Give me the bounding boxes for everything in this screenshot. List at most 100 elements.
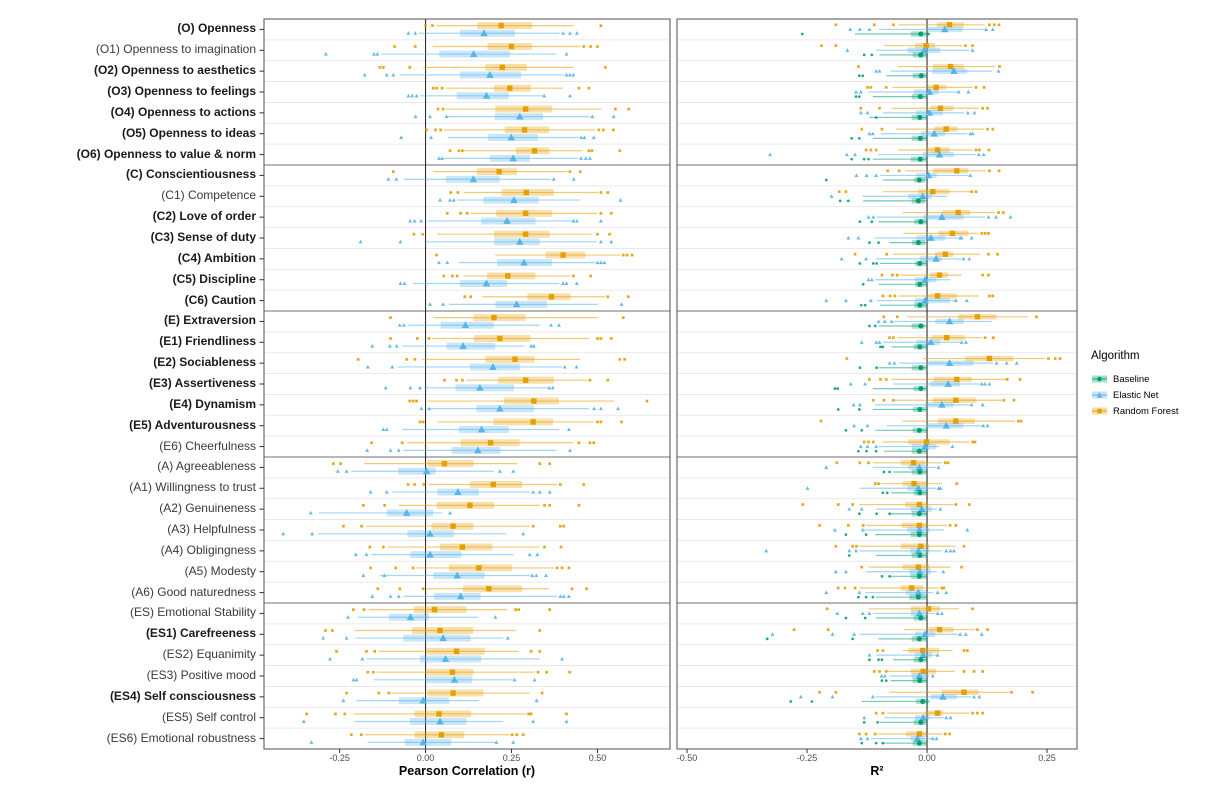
r2-random_forest-boxplot [862,439,977,445]
r2-baseline-boxplot [836,406,928,413]
panel-border-r2 [676,18,1078,750]
row-label: (C5) Discipline [172,271,256,286]
row-label: (A3) Helpfulness [167,522,256,536]
pearson-random_forest-boxplot [431,84,591,92]
row-label: (ES5) Self control [161,709,256,724]
legend-title: Algorithm [1091,350,1140,362]
r2-baseline-boxplot [880,573,928,580]
pearson-random_forest-boxplot [412,230,611,238]
pearson-random_forest-boxplot [408,397,649,405]
pearson-random_forest-boxplot [443,376,610,384]
r2-random_forest-boxplot [834,543,966,549]
row-label: (ES) Emotional Stability [129,605,256,620]
row-label: (ES1) Carefreeness [145,626,256,641]
x-tick-label: -0.50 [676,753,698,763]
r2-baseline-boxplot [868,239,928,246]
pearson-random_forest-boxplot [425,126,615,134]
r2-baseline-boxplot [869,114,928,121]
pearson-elastic_net-boxplot [399,133,596,142]
row-label: (C) Conscientiousness [125,167,256,182]
pearson-elastic_net-boxplot [328,654,565,663]
row-label: (A5) Modesty [184,563,256,578]
pearson-elastic_net-boxplot [368,488,552,496]
r2-elastic_net-boxplot [887,359,1019,367]
pearson-elastic_net-boxplot [362,70,576,79]
r2-elastic_net-boxplot [846,234,974,241]
r2-random_forest-boxplot [876,647,969,654]
x-tick-label: 0.50 [588,753,607,763]
row-label: (ES3) Positive mood [146,668,256,682]
pearson-elastic_net-boxplot [301,717,569,726]
r2-random_forest-boxplot [820,42,974,49]
r2-random_forest-boxplot [792,626,989,633]
r2-random_forest-boxplot [873,480,959,487]
pearson-random_forest-boxplot [445,209,613,217]
row-label: (C1) Competence [161,188,256,203]
r2-elastic_net-boxplot [824,463,941,471]
r2-random_forest-boxplot [818,689,1034,695]
r2-random_forest-boxplot [903,230,990,237]
r2-baseline-boxplot [880,677,928,684]
r2-baseline-boxplot [858,511,928,517]
x-tick-label: 0.25 [1038,753,1056,763]
r2-random_forest-boxplot [835,460,950,466]
r2-random_forest-boxplot [864,147,991,153]
r2-baseline-boxplot [765,636,928,642]
r2-elastic_net-boxplot [835,609,944,617]
x-axis-title-pearson: Pearson Correlation (r) [398,764,536,778]
r2-random_forest-boxplot [872,668,985,675]
x-tick-label: 0.00 [918,753,936,763]
row-label: (A) Agreeableness [157,459,256,474]
r2-elastic_net-boxplot [847,505,943,513]
r2-elastic_net-boxplot [866,213,1013,221]
r2-elastic_net-boxplot [859,338,968,346]
r2-random_forest-boxplot [845,355,1062,362]
row-label: (C4) Ambition [177,250,256,265]
pearson-elastic_net-boxplot [428,300,624,308]
legend-item-baseline: Baseline [1091,371,1178,387]
pearson-random_forest-boxplot [366,668,571,676]
r2-elastic_net-boxplot [851,400,985,408]
r2-baseline-boxplot [824,177,928,183]
r2-elastic_net-boxplot [824,588,949,596]
pearson-random_forest-boxplot [370,439,596,447]
r2-random_forest-boxplot [888,334,995,341]
r2-baseline-boxplot [881,490,928,496]
pearson-random_forest-boxplot [449,188,610,196]
pearson-elastic_net-boxplot [281,529,526,538]
r2-baseline-boxplot [862,719,928,726]
x-tick-label: -0.25 [329,753,350,763]
r2-random_forest-boxplot [871,397,1016,403]
pearson-random_forest-boxplot [356,355,626,363]
r2-elastic_net-boxplot [848,25,995,33]
pearson-elastic_net-boxplot [308,508,452,517]
r2-random_forest-boxplot [819,418,1023,424]
r2-random_forest-boxplot [836,585,946,591]
r2-random_forest-boxplot [874,710,985,716]
r2-elastic_net-boxplot [862,713,953,721]
legend-key-baseline-icon [1092,375,1107,383]
pearson-elastic_net-boxplot [309,738,516,746]
r2-elastic_net-boxplot [768,150,986,158]
r2-baseline-boxplot [833,385,928,392]
row-label: (O1) Openness to imagination [95,42,256,57]
r2-baseline-boxplot [862,52,928,58]
r2-baseline-boxplot [858,219,928,225]
r2-baseline-boxplot [868,323,928,329]
pearson-random_forest-boxplot [342,522,566,530]
r2-random_forest-boxplot [868,376,1022,383]
row-label: (ES6) Emotional robustness [106,730,256,745]
row-label: (E5) Adventurousness [129,417,256,432]
r2-baseline-boxplot [838,198,928,204]
pearson-elastic_net-boxplot [335,467,516,475]
r2-random_forest-boxplot [801,501,971,508]
row-label: (O5) Openness to ideas [121,125,256,140]
r2-random_forest-boxplot [853,251,999,257]
x-axis-title-r2: R² [870,764,884,778]
pearson-elastic_net-boxplot [397,321,561,329]
row-label: (C6) Caution [184,292,256,307]
pearson-random_forest-boxplot [424,22,603,30]
r2-elastic_net-boxplot [867,129,975,137]
r2-elastic_net-boxplot [832,526,970,533]
panel-r2 [677,19,1077,749]
